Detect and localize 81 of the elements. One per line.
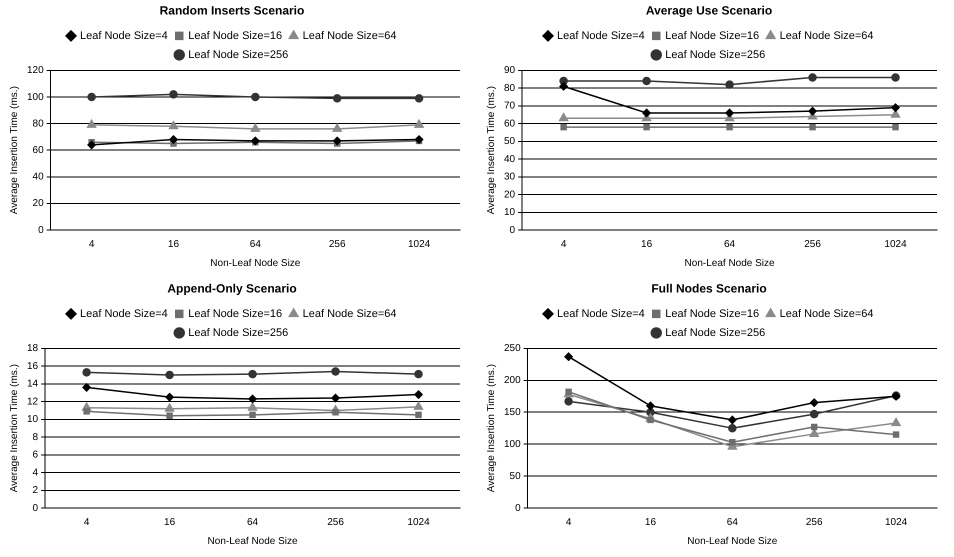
y-tick-label: 10	[27, 414, 39, 426]
y-axis-title: Average Insertion Time (ms.)	[486, 364, 497, 492]
y-axis-title: Average Insertion Time (ms.)	[8, 86, 20, 214]
y-tick-label: 70	[504, 100, 516, 112]
legend-label: Leaf Node Size=256	[188, 48, 288, 61]
y-tick-label: 60	[504, 118, 516, 130]
x-tick-label: 256	[327, 516, 344, 528]
chart-title: Average Use Scenario	[646, 4, 772, 18]
y-tick-label: 50	[510, 470, 522, 482]
x-tick-label: 1024	[408, 238, 431, 250]
x-tick-label: 256	[806, 516, 823, 528]
legend-label: Leaf Node Size=64	[302, 30, 397, 42]
legend-label: Leaf Node Size=64	[302, 308, 397, 320]
y-tick-label: 10	[504, 207, 516, 218]
x-tick-label: 4	[566, 516, 572, 528]
y-tick-label: 120	[26, 65, 44, 76]
x-tick-label: 64	[247, 516, 259, 528]
x-tick-label: 1024	[884, 238, 908, 250]
x-tick-label: 1024	[407, 516, 430, 528]
legend-label: Leaf Node Size=4	[80, 308, 168, 320]
x-axis-title: Non-Leaf Node Size	[210, 258, 301, 269]
y-tick-label: 90	[504, 65, 516, 76]
x-tick-label: 4	[88, 238, 95, 250]
legend-label: Leaf Node Size=4	[556, 30, 645, 42]
y-axis-title: Average Insertion Time (ms.)	[8, 364, 20, 492]
legend-label: Leaf Node Size=16	[188, 308, 282, 320]
legend-label: Leaf Node Size=64	[780, 308, 874, 320]
y-tick-label: 20	[504, 189, 516, 200]
x-tick-label: 64	[726, 516, 738, 528]
y-tick-label: 4	[32, 467, 39, 478]
y-tick-label: 14	[27, 378, 39, 390]
y-tick-label: 100	[26, 92, 44, 103]
y-tick-label: 30	[504, 172, 516, 183]
x-axis-title: Non-Leaf Node Size	[684, 258, 776, 269]
x-axis-title: Non-Leaf Node Size	[687, 536, 778, 547]
y-tick-label: 16	[27, 360, 39, 372]
legend-label: Leaf Node Size=256	[188, 326, 288, 339]
x-tick-label: 64	[724, 238, 736, 250]
legend-label: Leaf Node Size=16	[665, 30, 760, 42]
x-tick-label: 16	[164, 516, 176, 528]
legend-label: Leaf Node Size=64	[780, 30, 874, 42]
y-tick-label: 8	[32, 432, 39, 443]
x-tick-label: 256	[804, 238, 822, 250]
y-tick-label: 150	[504, 406, 522, 418]
y-tick-label: 250	[504, 343, 522, 354]
y-tick-label: 6	[32, 450, 39, 461]
y-tick-label: 50	[504, 136, 516, 148]
x-tick-label: 4	[84, 516, 90, 528]
y-tick-label: 2	[32, 485, 39, 496]
y-tick-label: 80	[32, 118, 44, 130]
y-tick-label: 20	[32, 198, 44, 210]
legend-label: Leaf Node Size=256	[665, 48, 766, 61]
y-tick-label: 18	[27, 343, 39, 354]
chart-title: Random Inserts Scenario	[160, 4, 304, 18]
x-tick-label: 256	[328, 238, 346, 250]
x-tick-label: 1024	[884, 516, 908, 528]
legend-label: Leaf Node Size=4	[556, 308, 645, 320]
legend-label: Leaf Node Size=256	[665, 326, 766, 339]
y-tick-label: 80	[504, 82, 516, 94]
y-tick-label: 200	[504, 375, 522, 386]
y-tick-label: 0	[510, 224, 516, 236]
legend-label: Leaf Node Size=4	[80, 30, 168, 42]
chart-title: Append-Only Scenario	[167, 282, 297, 296]
legend-label: Leaf Node Size=16	[665, 308, 760, 320]
y-tick-label: 0	[32, 502, 39, 514]
y-tick-label: 12	[27, 396, 39, 408]
y-tick-label: 60	[32, 144, 44, 156]
x-tick-label: 4	[560, 238, 567, 250]
y-axis-title: Average Insertion Time (ms.)	[486, 86, 497, 214]
chart-title: Full Nodes Scenario	[651, 282, 767, 296]
y-tick-label: 100	[504, 438, 522, 450]
x-axis-title: Non-Leaf Node Size	[208, 536, 298, 547]
y-tick-label: 0	[38, 224, 44, 236]
legend-label: Leaf Node Size=16	[188, 30, 282, 42]
x-tick-label: 16	[641, 238, 653, 250]
y-tick-label: 40	[32, 172, 44, 183]
x-tick-label: 64	[250, 238, 262, 250]
x-tick-label: 16	[168, 238, 180, 250]
x-tick-label: 16	[644, 516, 656, 528]
y-tick-label: 40	[504, 154, 516, 165]
y-tick-label: 0	[515, 502, 522, 514]
